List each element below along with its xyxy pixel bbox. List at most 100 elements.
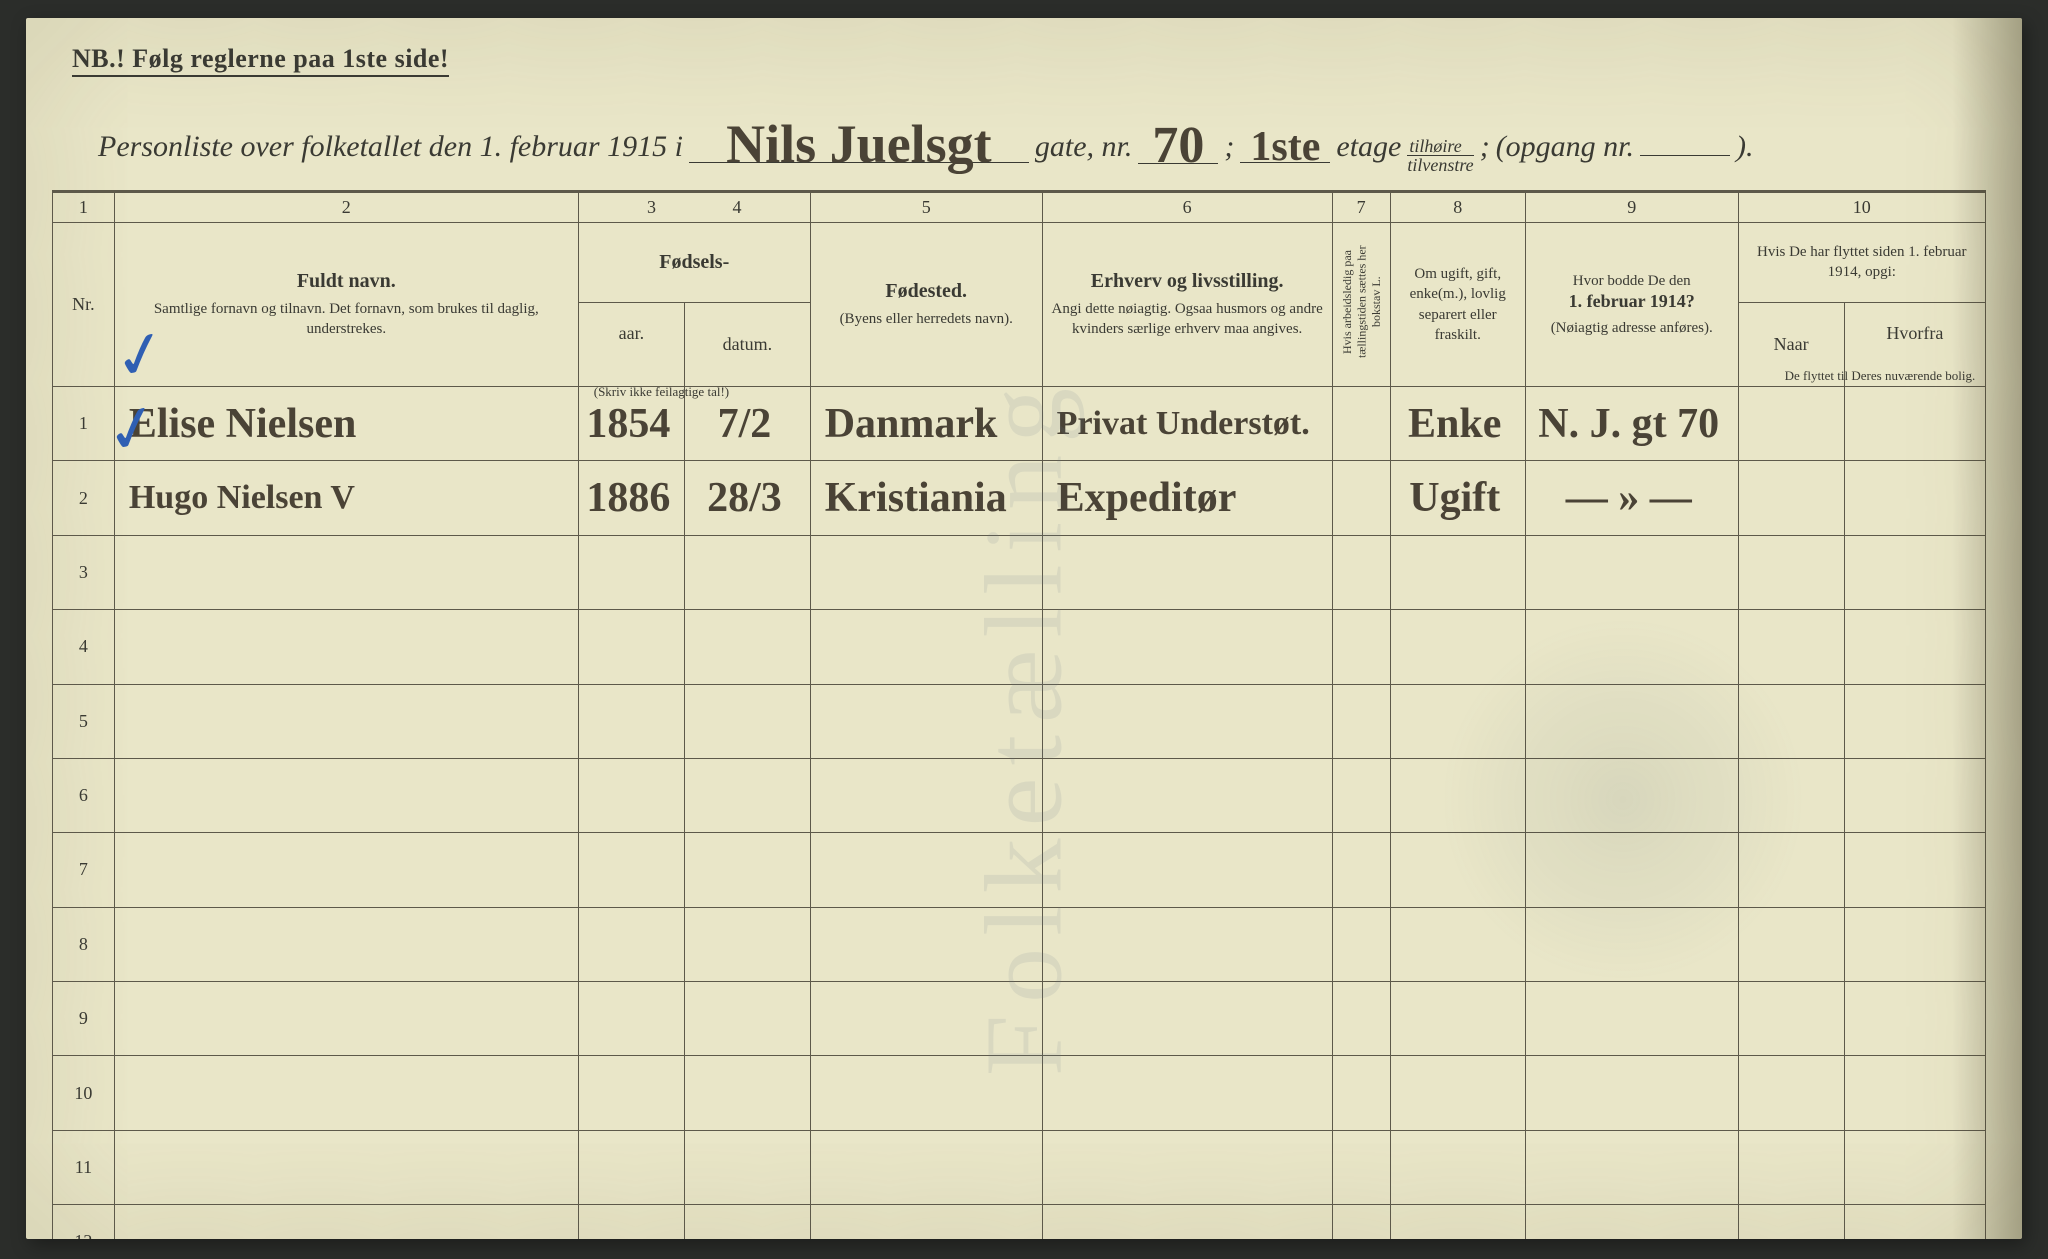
colnum-3-4: 3 4: [578, 193, 810, 223]
cell-name: Elise Nielsen: [114, 387, 578, 461]
cell-prev-address: [1525, 982, 1738, 1056]
cell-occupation: Expeditør: [1042, 461, 1332, 535]
table-row: 8: [53, 907, 1986, 981]
cell-name: [114, 1205, 578, 1239]
hdr-prev-title: Hvor bodde De den: [1532, 271, 1732, 291]
cell-moved-from: [1844, 684, 1985, 758]
cell-unemployed: [1332, 387, 1390, 461]
cell-birth-year: [578, 684, 684, 758]
table-body: 1Elise Nielsen18547/2DanmarkPrivat Under…: [53, 387, 1986, 1240]
cell-moved-from: [1844, 982, 1985, 1056]
hdr-birthplace: Fødested. (Byens eller herredets navn).: [810, 223, 1042, 387]
house-number-handwritten: 70: [1138, 130, 1218, 164]
table-row: 6: [53, 758, 1986, 832]
cell-marital: [1390, 684, 1525, 758]
cell-unemployed: [1332, 684, 1390, 758]
cell-occupation: [1042, 1130, 1332, 1204]
cell-birth-year: [578, 833, 684, 907]
cell-moved-from: [1844, 461, 1985, 535]
cell-name: [114, 907, 578, 981]
cell-moved-when: [1738, 833, 1844, 907]
cell-marital: [1390, 758, 1525, 832]
cell-moved-from: [1844, 907, 1985, 981]
opgang-value: [1640, 153, 1730, 156]
cell-birth-year: [578, 758, 684, 832]
etage-label: etage: [1336, 130, 1401, 164]
cell-name: [114, 758, 578, 832]
row-number: 6: [53, 758, 115, 832]
street-handwritten: Nils Juelsgt: [689, 128, 1029, 163]
cell-occupation: [1042, 833, 1332, 907]
cell-marital: [1390, 1056, 1525, 1130]
hdr-marital: Om ugift, gift, enke(m.), lovlig separer…: [1390, 223, 1525, 387]
column-number-row: 1 2 3 4 5 6 7 8 9 10: [53, 193, 1986, 223]
cell-birth-year: [578, 1205, 684, 1239]
header-main-row: Nr. Fuldt navn. Samtlige fornavn og tiln…: [53, 223, 1986, 303]
cell-moved-from: [1844, 1205, 1985, 1239]
hdr-name-sub: Samtlige fornavn og tilnavn. Det fornavn…: [121, 299, 572, 340]
hdr-prev-bold: 1. februar 1914?: [1532, 291, 1732, 312]
cell-unemployed: [1332, 535, 1390, 609]
cell-birth-year: [578, 1130, 684, 1204]
cell-birth-date: [685, 610, 811, 684]
cell-birthplace: [810, 907, 1042, 981]
cell-prev-address: N. J. gt 70: [1525, 387, 1738, 461]
colnum-10: 10: [1738, 193, 1985, 223]
hdr-birth-date: datum.: [685, 302, 811, 386]
hdr-birth-year: aar. (Skriv ikke feilagtige tal!): [578, 302, 684, 386]
cell-birth-date: [685, 758, 811, 832]
row-number: 9: [53, 982, 115, 1056]
cell-birth-date: [685, 907, 811, 981]
cell-marital: [1390, 833, 1525, 907]
cell-moved-when: [1738, 982, 1844, 1056]
cell-birth-year: [578, 1056, 684, 1130]
cell-birthplace: [810, 610, 1042, 684]
cell-moved-when: [1738, 1130, 1844, 1204]
nb-instruction: NB.! Følg reglerne paa 1ste side!: [72, 44, 449, 74]
cell-prev-address: — » —: [1525, 461, 1738, 535]
cell-unemployed: [1332, 907, 1390, 981]
hdr-birth-title: Fødsels-: [585, 251, 804, 274]
hdr-birthplace-title: Fødested.: [817, 280, 1036, 303]
row-number: 3: [53, 535, 115, 609]
cell-birth-date: 28/3: [685, 461, 811, 535]
side-fraction: tilhøire tilvenstre: [1407, 137, 1473, 174]
cell-moved-from: [1844, 387, 1985, 461]
colnum-8: 8: [1390, 193, 1525, 223]
cell-occupation: [1042, 982, 1332, 1056]
table-row: 9: [53, 982, 1986, 1056]
cell-occupation: [1042, 907, 1332, 981]
cell-name: [114, 610, 578, 684]
cell-marital: [1390, 1130, 1525, 1204]
cell-birth-date: [685, 684, 811, 758]
cell-birthplace: [810, 684, 1042, 758]
cell-occupation: [1042, 610, 1332, 684]
cell-prev-address: [1525, 1130, 1738, 1204]
title-semicolon: ;: [1224, 130, 1234, 164]
row-number: 12: [53, 1205, 115, 1239]
hdr-birth-tiny: (Skriv ikke feilagtige tal!): [565, 384, 758, 400]
cell-unemployed: [1332, 1205, 1390, 1239]
cell-prev-address: [1525, 1205, 1738, 1239]
cell-name: [114, 1056, 578, 1130]
cell-moved-when: [1738, 535, 1844, 609]
cell-birth-date: [685, 982, 811, 1056]
row-number: 10: [53, 1056, 115, 1130]
row-number: 2: [53, 461, 115, 535]
cell-birthplace: [810, 982, 1042, 1056]
table-row: 7: [53, 833, 1986, 907]
cell-unemployed: [1332, 461, 1390, 535]
census-form: NB.! Følg reglerne paa 1ste side! Person…: [26, 18, 2022, 1239]
cell-name: Hugo Nielsen V: [114, 461, 578, 535]
cell-marital: [1390, 610, 1525, 684]
cell-birth-year: [578, 535, 684, 609]
cell-unemployed: [1332, 610, 1390, 684]
cell-birthplace: [810, 535, 1042, 609]
title-line: Personliste over folketallet den 1. febr…: [98, 122, 1962, 178]
colnum-5: 5: [810, 193, 1042, 223]
cell-birth-date: [685, 1205, 811, 1239]
table-row: 5: [53, 684, 1986, 758]
cell-marital: [1390, 535, 1525, 609]
cell-marital: Ugift: [1390, 461, 1525, 535]
cell-prev-address: [1525, 1056, 1738, 1130]
